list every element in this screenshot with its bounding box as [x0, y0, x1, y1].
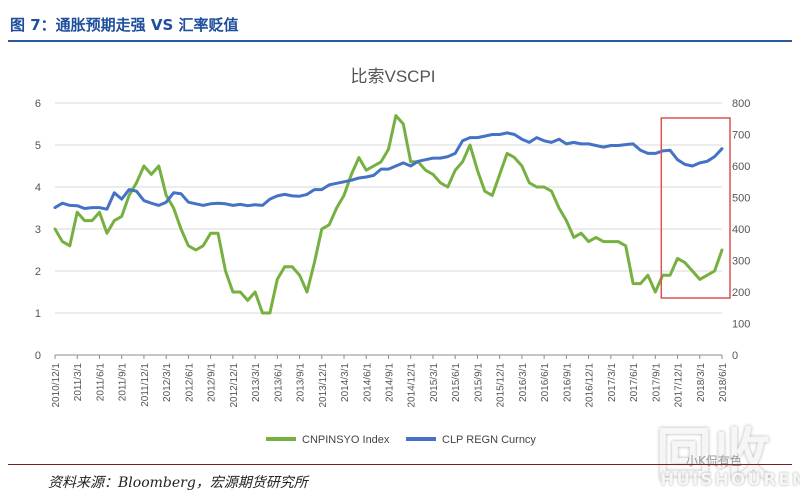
footer-divider	[8, 464, 792, 465]
chart: 比索VSCPI 0 1 2 3 4 5 6 0 100 200 300 400 500 600 700 80…	[35, 67, 750, 446]
x-axis: 2010/12/1 2011/3/1 2011/6/1 2011/9/1 2011/12…	[51, 355, 729, 408]
right-y-axis: 0 100 200 300 400 500 600 700 800	[732, 98, 750, 362]
x-tick-label: 2015/6/1	[451, 363, 462, 402]
x-tick-label: 2013/12/1	[318, 363, 329, 408]
x-tick-label: 2016/12/1	[585, 363, 596, 408]
right-tick-label: 500	[732, 193, 750, 205]
x-tick-label: 2012/12/1	[229, 363, 240, 408]
left-tick-label: 3	[35, 224, 41, 236]
x-tick-label: 2012/9/1	[207, 363, 218, 402]
x-tick-label: 2016/3/1	[518, 363, 529, 402]
right-tick-label: 700	[732, 130, 750, 142]
right-tick-label: 100	[732, 319, 750, 331]
right-tick-label: 400	[732, 224, 750, 236]
gridlines	[55, 102, 722, 314]
x-tick-label: 2018/6/1	[718, 363, 729, 402]
x-tick-label: 2013/6/1	[273, 363, 284, 402]
left-tick-label: 0	[35, 350, 41, 362]
left-tick-label: 1	[35, 308, 41, 320]
right-tick-label: 300	[732, 256, 750, 268]
x-tick-label: 2011/12/1	[140, 363, 151, 407]
x-tick-label: 2012/3/1	[162, 363, 173, 402]
left-tick-label: 6	[35, 98, 41, 110]
x-tick-label: 2016/9/1	[562, 363, 573, 402]
right-tick-label: 0	[732, 350, 738, 362]
series-layer	[53, 114, 724, 315]
left-tick-label: 4	[35, 182, 41, 194]
x-tick-label: 2013/9/1	[296, 363, 307, 402]
figure-caption: 图 7：通胀预期走强 VS 汇率贬值	[10, 16, 239, 34]
x-tick-label: 2011/6/1	[95, 363, 106, 402]
left-y-axis: 0 1 2 3 4 5 6	[35, 98, 41, 362]
right-tick-label: 600	[732, 161, 750, 173]
x-tick-label: 2015/3/1	[429, 363, 440, 402]
x-tick-label: 2012/6/1	[184, 363, 195, 402]
x-tick-label: 2014/9/1	[385, 363, 396, 402]
x-tick-label: 2015/12/1	[496, 363, 507, 408]
watermark: 回收 HUISHOUREN	[656, 410, 800, 491]
x-tick-label: 2017/12/1	[674, 363, 685, 408]
series-line-clp	[53, 131, 724, 211]
header-divider	[8, 40, 792, 42]
x-tick-label: 2017/6/1	[629, 363, 640, 402]
source-note: 资料来源：Bloomberg，宏源期货研究所	[48, 475, 308, 491]
x-tick-label: 2010/12/1	[51, 363, 62, 408]
x-tick-label: 2013/3/1	[251, 363, 262, 402]
left-tick-label: 2	[35, 266, 41, 278]
watermark-logo-sub: HUISHOUREN	[660, 470, 800, 490]
x-tick-label: 2017/3/1	[607, 363, 618, 402]
x-tick-label: 2017/9/1	[651, 363, 662, 402]
legend: CNPINSYO Index CLP REGN Curncy	[266, 434, 536, 446]
x-tick-label: 2014/12/1	[407, 363, 418, 408]
x-tick-label: 2014/3/1	[340, 363, 351, 402]
series-line-cnpinsyo	[53, 114, 724, 315]
x-tick-label: 2018/3/1	[696, 363, 707, 402]
right-tick-label: 800	[732, 98, 750, 110]
x-tick-label: 2014/6/1	[362, 363, 373, 402]
x-tick-label: 2011/3/1	[73, 363, 84, 402]
watermark-logo: 回收	[656, 423, 772, 488]
x-tick-label: 2015/9/1	[473, 363, 484, 402]
legend-label-clp: CLP REGN Curncy	[442, 434, 536, 446]
legend-label-cnpinsyo: CNPINSYO Index	[302, 434, 390, 446]
right-tick-label: 200	[732, 287, 750, 299]
chart-title: 比索VSCPI	[350, 67, 435, 86]
x-tick-label: 2011/9/1	[118, 363, 129, 402]
highlight-box	[660, 117, 731, 299]
left-tick-label: 5	[35, 140, 41, 152]
x-tick-label: 2016/6/1	[540, 363, 551, 402]
watermark-account: 小K侃有色	[686, 454, 742, 468]
